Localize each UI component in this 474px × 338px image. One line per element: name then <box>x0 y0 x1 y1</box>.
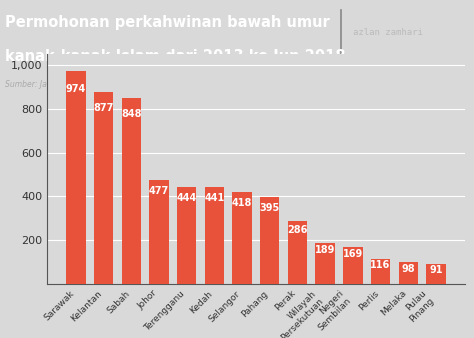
Text: 91: 91 <box>429 265 443 275</box>
Bar <box>205 187 224 284</box>
Text: 286: 286 <box>287 225 308 235</box>
Text: Permohonan perkahwinan bawah umur: Permohonan perkahwinan bawah umur <box>5 15 329 30</box>
Bar <box>94 92 113 284</box>
Bar <box>66 71 86 284</box>
Bar <box>399 263 418 284</box>
Text: 877: 877 <box>93 103 114 114</box>
Bar <box>232 192 252 284</box>
Bar <box>260 197 280 284</box>
Bar <box>149 179 169 284</box>
Text: kanak-kanak Islam dari 2013 ke Jun 2018: kanak-kanak Islam dari 2013 ke Jun 2018 <box>5 49 346 64</box>
Bar <box>288 221 307 284</box>
Bar <box>122 98 141 284</box>
Text: 116: 116 <box>370 260 391 270</box>
Bar <box>177 187 196 284</box>
Text: 848: 848 <box>121 110 142 119</box>
Text: 169: 169 <box>343 249 363 259</box>
Bar <box>343 247 363 284</box>
Text: 444: 444 <box>177 193 197 202</box>
Text: 477: 477 <box>149 186 169 196</box>
Bar <box>371 259 390 284</box>
Text: 441: 441 <box>204 193 225 203</box>
Text: 395: 395 <box>260 203 280 213</box>
Bar <box>316 243 335 284</box>
Text: 98: 98 <box>401 264 415 274</box>
Text: malaysiakini: malaysiakini <box>353 63 450 77</box>
Text: 189: 189 <box>315 245 335 255</box>
Bar <box>426 264 446 284</box>
Text: Sumber: Jabatan Kehakiman Syariah Malaysia: Sumber: Jabatan Kehakiman Syariah Malays… <box>5 80 180 89</box>
Text: 974: 974 <box>66 83 86 94</box>
Text: 418: 418 <box>232 198 252 208</box>
Text: azlan zamhari: azlan zamhari <box>353 28 423 38</box>
